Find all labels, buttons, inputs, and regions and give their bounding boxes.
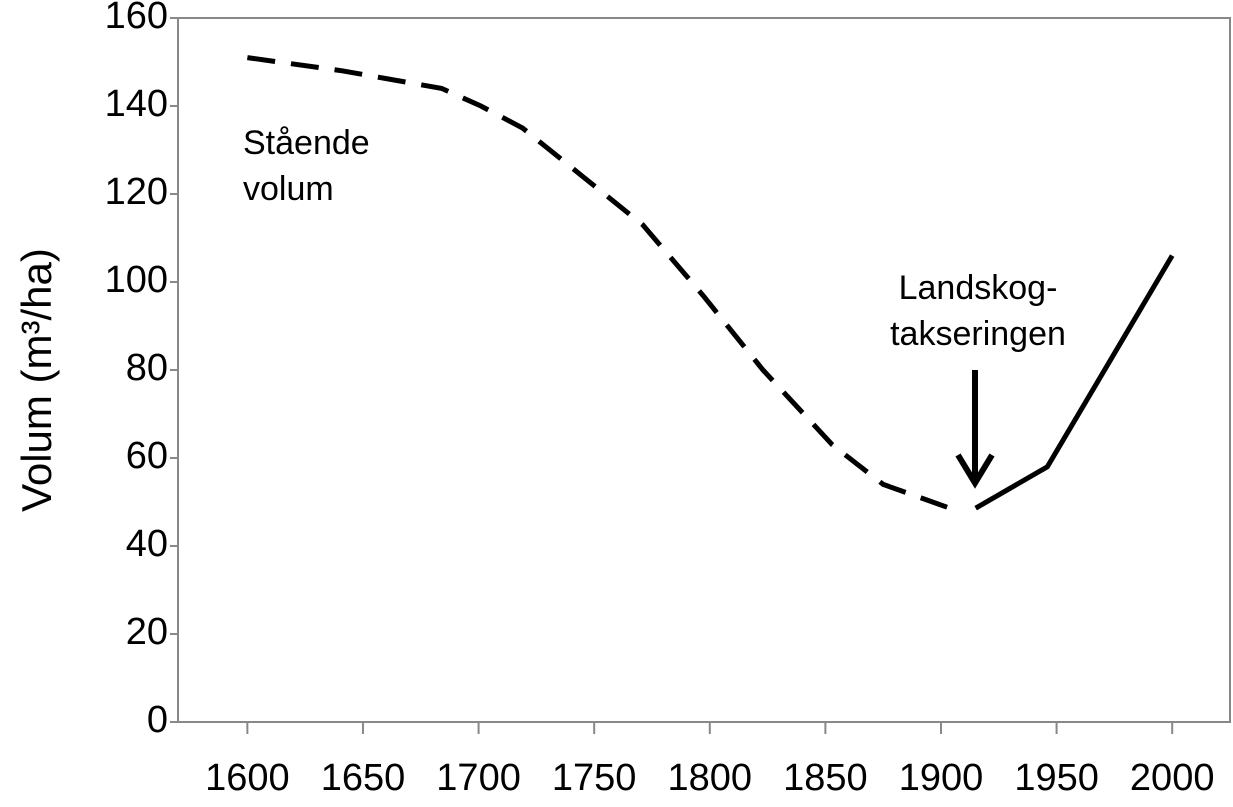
y-tick-label: 80 — [126, 347, 168, 389]
annotation: Landskog- — [899, 269, 1058, 307]
x-tick-label: 1850 — [783, 757, 868, 799]
x-tick-label: 1700 — [436, 757, 521, 799]
x-tick-label: 1950 — [1014, 757, 1099, 799]
annotation: takseringen — [890, 315, 1066, 353]
x-tick-label: 1800 — [668, 757, 753, 799]
x-tick-label: 1900 — [899, 757, 984, 799]
series-line — [247, 55, 959, 514]
annotation-arrowhead — [955, 453, 995, 489]
annotation: volum — [243, 170, 334, 208]
x-tick-label: 1750 — [552, 757, 637, 799]
x-tick-label: 1600 — [205, 757, 290, 799]
annotation: Stående — [243, 124, 370, 162]
x-tick-label: 1650 — [321, 757, 406, 799]
y-tick-label: 140 — [105, 83, 168, 125]
y-tick-label: 120 — [105, 171, 168, 213]
series-line — [974, 254, 1175, 511]
y-tick-label: 60 — [126, 435, 168, 477]
y-tick-label: 160 — [105, 0, 168, 37]
y-tick-label: 0 — [147, 699, 168, 741]
y-tick-label: 20 — [126, 611, 168, 653]
x-tick-label: 2000 — [1130, 757, 1215, 799]
y-axis-label: Volum (m³/ha) — [13, 248, 60, 512]
y-tick-label: 100 — [105, 259, 168, 301]
y-tick-label: 40 — [126, 523, 168, 565]
